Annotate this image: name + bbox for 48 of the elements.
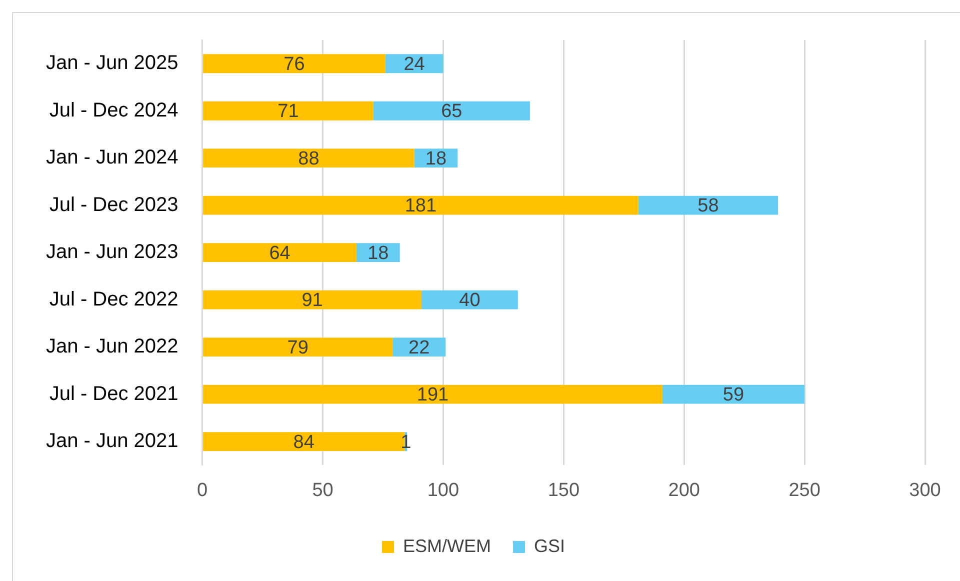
- data-label: 84: [293, 432, 315, 453]
- legend-label: ESM/WEM: [403, 536, 491, 556]
- y-tick-label: Jul - Dec 2021: [49, 382, 178, 405]
- data-label: 18: [368, 242, 389, 264]
- x-tick-label: 300: [909, 480, 941, 501]
- x-tick-label: 0: [197, 480, 208, 501]
- y-tick-label: Jul - Dec 2023: [49, 194, 178, 216]
- bar: [203, 290, 422, 310]
- bar: [203, 243, 356, 262]
- y-tick-label: Jul - Dec 2024: [49, 99, 178, 122]
- y-tick-label: Jan - Jun 2025: [46, 52, 178, 74]
- data-label: 65: [441, 101, 462, 122]
- bar: [203, 338, 393, 357]
- data-label: 79: [287, 337, 308, 358]
- data-label: 40: [459, 290, 480, 312]
- x-tick-label: 150: [548, 480, 580, 501]
- data-label: 181: [404, 196, 437, 217]
- bar: [638, 196, 778, 215]
- bar: [203, 196, 638, 215]
- data-label: 76: [284, 54, 305, 75]
- data-label: 191: [416, 384, 449, 406]
- y-tick-label: Jan - Jun 2023: [46, 241, 178, 264]
- y-tick-label: Jan - Jun 2021: [46, 430, 178, 452]
- data-label: 59: [722, 384, 744, 406]
- data-label: 24: [404, 54, 426, 75]
- y-tick-label: Jul - Dec 2022: [49, 288, 178, 310]
- data-label: 18: [425, 148, 447, 170]
- data-label: 58: [698, 196, 719, 217]
- x-tick-label: 200: [668, 480, 700, 501]
- y-tick-label: Jan - Jun 2024: [46, 146, 178, 169]
- x-tick-label: 250: [788, 480, 820, 501]
- data-label: 91: [302, 290, 323, 312]
- data-label: 64: [269, 242, 291, 264]
- data-label: 71: [278, 101, 299, 122]
- bar: [203, 384, 662, 404]
- data-label: 22: [408, 337, 430, 358]
- y-tick-label: Jan - Jun 2022: [46, 336, 178, 358]
- bar: [422, 290, 518, 310]
- bar: [203, 101, 374, 120]
- data-label: 1: [400, 432, 412, 453]
- bar: [203, 54, 386, 74]
- bar: [203, 148, 414, 168]
- data-label: 88: [298, 148, 320, 170]
- x-tick-label: 100: [427, 480, 460, 501]
- bar: [373, 101, 530, 120]
- x-tick-label: 50: [312, 480, 334, 501]
- bar: [662, 384, 805, 404]
- legend-label: GSI: [534, 536, 566, 556]
